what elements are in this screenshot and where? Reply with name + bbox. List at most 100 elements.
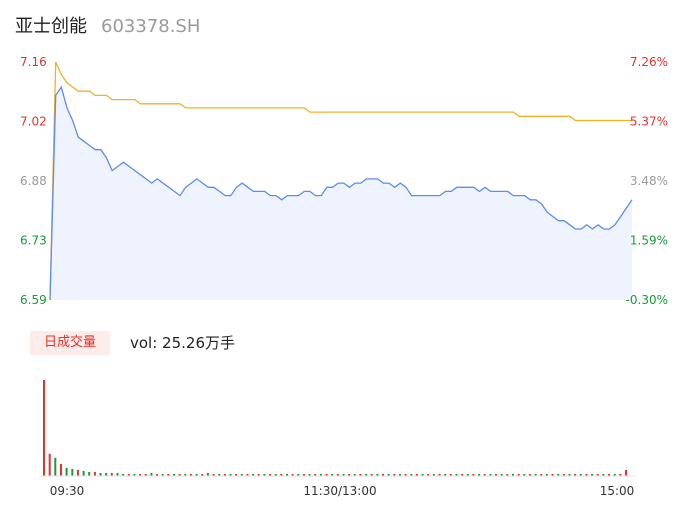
volume-tag: 日成交量 bbox=[30, 331, 110, 355]
time-tick-label: 11:30/13:00 bbox=[303, 484, 376, 498]
volume-bar bbox=[223, 474, 226, 476]
volume-bar bbox=[88, 472, 91, 476]
volume-bar bbox=[625, 469, 627, 476]
volume-bar bbox=[348, 474, 351, 476]
volume-bar bbox=[269, 474, 271, 476]
volume-bar bbox=[619, 474, 622, 476]
volume-bar bbox=[206, 473, 209, 476]
volume-bar bbox=[444, 474, 447, 476]
volume-bar bbox=[218, 474, 221, 476]
price-tick-label: 6.59 bbox=[20, 293, 47, 307]
volume-bar bbox=[82, 470, 85, 476]
volume-bar bbox=[150, 473, 153, 476]
volume-bar bbox=[399, 474, 401, 476]
percent-tick-label: 5.37% bbox=[630, 115, 668, 129]
volume-bar bbox=[302, 474, 305, 476]
volume-bar bbox=[325, 474, 328, 476]
volume-bar bbox=[110, 473, 113, 476]
volume-bar bbox=[252, 474, 255, 476]
volume-bar bbox=[359, 474, 362, 476]
volume-bar bbox=[291, 474, 294, 476]
volume-bar bbox=[235, 474, 238, 476]
price-fill-area bbox=[50, 87, 632, 300]
volume-bar bbox=[432, 474, 435, 476]
percent-tick-label: 3.48% bbox=[630, 174, 668, 188]
volume-bar bbox=[489, 474, 492, 476]
volume-bar bbox=[387, 474, 390, 476]
volume-bar bbox=[280, 474, 283, 476]
percent-axis: 7.26% 5.37% 3.48% 1.59% -0.30% bbox=[626, 55, 668, 307]
volume-bar bbox=[263, 474, 266, 476]
volume-bar bbox=[144, 474, 147, 476]
volume-bar bbox=[240, 474, 243, 476]
volume-bar bbox=[229, 474, 232, 476]
volume-bar bbox=[48, 453, 51, 476]
volume-bar bbox=[427, 474, 430, 476]
percent-tick-label: 7.26% bbox=[630, 55, 668, 69]
volume-bar bbox=[212, 474, 215, 476]
volume-bar bbox=[523, 474, 526, 476]
volume-bar bbox=[545, 474, 548, 476]
volume-chart-area bbox=[40, 380, 636, 477]
volume-bar bbox=[557, 474, 560, 476]
volume-bar bbox=[495, 474, 497, 476]
volume-bar bbox=[461, 474, 464, 476]
volume-bar bbox=[286, 474, 288, 476]
volume-bar bbox=[376, 474, 379, 476]
volume-bar bbox=[449, 474, 452, 476]
volume-bar bbox=[156, 474, 158, 476]
volume-bar bbox=[534, 474, 537, 476]
price-tick-label: 6.88 bbox=[20, 174, 47, 188]
time-tick-label: 09:30 bbox=[50, 484, 85, 498]
stock-name: 亚士创能 bbox=[15, 16, 87, 37]
volume-bar bbox=[314, 474, 317, 476]
volume-bar bbox=[608, 474, 610, 476]
average-price-line bbox=[49, 61, 632, 301]
volume-bar bbox=[116, 473, 119, 476]
volume-bar bbox=[173, 474, 175, 476]
volume-bar bbox=[246, 474, 249, 476]
volume-bar bbox=[455, 474, 458, 476]
volume-bar bbox=[65, 467, 68, 476]
time-axis: 09:30 11:30/13:00 15:00 bbox=[50, 484, 635, 498]
volume-bar bbox=[472, 474, 475, 476]
volume-bar bbox=[331, 474, 334, 476]
volume-bar bbox=[342, 474, 345, 476]
volume-bar bbox=[478, 474, 481, 476]
volume-bar bbox=[512, 474, 514, 476]
stock-code: 603378.SH bbox=[101, 16, 201, 37]
volume-bar bbox=[71, 468, 74, 476]
volume-bar bbox=[506, 474, 509, 476]
volume-bar bbox=[404, 474, 407, 476]
volume-bar bbox=[127, 474, 130, 476]
volume-bar bbox=[596, 474, 599, 476]
volume-bar bbox=[562, 474, 565, 476]
volume-bar bbox=[574, 474, 577, 476]
volume-bar bbox=[122, 474, 125, 476]
volume-bar bbox=[517, 474, 520, 476]
volume-bar bbox=[99, 473, 102, 476]
volume-bar bbox=[189, 474, 192, 476]
volume-bar bbox=[382, 474, 384, 476]
volume-bar bbox=[201, 474, 204, 476]
volume-bar bbox=[319, 474, 322, 476]
volume-bar bbox=[613, 474, 616, 476]
volume-bar bbox=[551, 474, 554, 476]
volume-bar bbox=[297, 474, 300, 476]
volume-bar bbox=[60, 463, 62, 476]
volume-bar bbox=[500, 474, 503, 476]
price-tick-label: 7.02 bbox=[20, 115, 47, 129]
volume-bar bbox=[540, 474, 543, 476]
volume-bar bbox=[178, 474, 181, 476]
volume-bar bbox=[184, 474, 187, 476]
volume-bar bbox=[139, 474, 142, 476]
volume-bar bbox=[393, 474, 396, 476]
stock-header: 亚士创能 603378.SH bbox=[15, 12, 200, 40]
volume-bar bbox=[93, 472, 96, 476]
volume-bar bbox=[167, 474, 170, 476]
volume-label: vol: 25.26万手 bbox=[130, 334, 235, 352]
volume-bar bbox=[274, 474, 277, 476]
price-axis: 7.16 7.02 6.88 6.73 6.59 bbox=[20, 55, 47, 307]
volume-bar bbox=[54, 457, 57, 476]
